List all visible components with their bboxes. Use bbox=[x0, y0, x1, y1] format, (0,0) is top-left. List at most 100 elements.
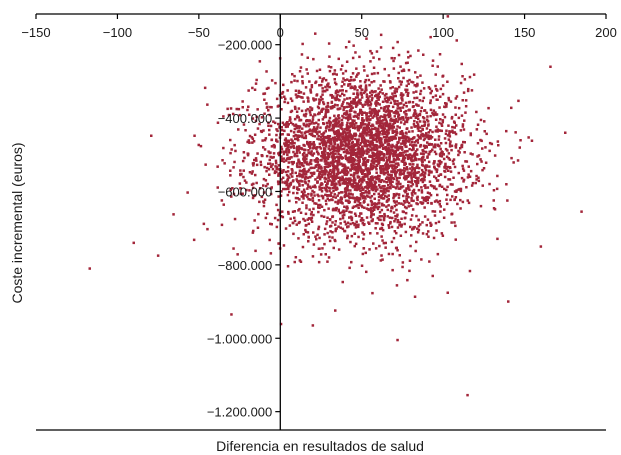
scatter-point bbox=[414, 176, 418, 179]
scatter-point bbox=[393, 136, 396, 139]
scatter-point bbox=[325, 159, 328, 163]
scatter-point bbox=[372, 157, 376, 160]
scatter-point bbox=[314, 235, 317, 238]
scatter-point bbox=[395, 246, 398, 250]
scatter-point bbox=[464, 99, 468, 102]
scatter-point bbox=[262, 184, 265, 187]
scatter-point bbox=[321, 90, 324, 93]
scatter-point bbox=[417, 49, 420, 52]
scatter-point bbox=[334, 117, 337, 120]
scatter-point bbox=[438, 199, 442, 203]
scatter-point bbox=[448, 158, 452, 161]
scatter-point bbox=[411, 144, 414, 147]
scatter-point bbox=[477, 154, 481, 157]
scatter-point bbox=[457, 106, 461, 110]
scatter-point bbox=[318, 173, 321, 176]
scatter-point bbox=[298, 151, 301, 154]
x-tick-label: −50 bbox=[188, 25, 210, 40]
scatter-point bbox=[345, 124, 349, 127]
scatter-point bbox=[341, 227, 345, 231]
scatter-point bbox=[426, 198, 429, 201]
scatter-point bbox=[375, 148, 378, 151]
scatter-point bbox=[305, 153, 308, 157]
scatter-point bbox=[367, 99, 370, 103]
scatter-point bbox=[364, 86, 368, 90]
scatter-point bbox=[453, 190, 457, 193]
scatter-point bbox=[363, 111, 366, 114]
scatter-point bbox=[280, 155, 283, 158]
scatter-point bbox=[420, 106, 423, 109]
scatter-point bbox=[298, 134, 302, 138]
scatter-point bbox=[327, 82, 330, 85]
scatter-point bbox=[309, 91, 313, 94]
scatter-point bbox=[332, 169, 335, 173]
scatter-point bbox=[463, 119, 466, 122]
scatter-point bbox=[439, 129, 442, 132]
scatter-point bbox=[285, 139, 288, 142]
scatter-point bbox=[381, 122, 384, 125]
scatter-point bbox=[372, 80, 376, 83]
scatter-point bbox=[248, 171, 252, 174]
scatter-point bbox=[410, 159, 414, 163]
scatter-point bbox=[454, 224, 457, 228]
scatter-point bbox=[389, 81, 392, 84]
scatter-point bbox=[434, 73, 437, 76]
scatter-point bbox=[361, 121, 365, 124]
scatter-point bbox=[321, 98, 324, 101]
scatter-point bbox=[476, 142, 480, 145]
scatter-point bbox=[296, 197, 300, 200]
scatter-point bbox=[386, 159, 389, 162]
scatter-point bbox=[328, 126, 331, 129]
scatter-point bbox=[263, 198, 267, 201]
scatter-point bbox=[305, 223, 308, 227]
scatter-point bbox=[412, 91, 415, 94]
scatter-point bbox=[401, 95, 404, 98]
scatter-point bbox=[407, 82, 410, 86]
scatter-point bbox=[295, 162, 299, 165]
scatter-point bbox=[421, 201, 425, 204]
scatter-point bbox=[306, 141, 309, 145]
scatter-point bbox=[405, 127, 408, 131]
scatter-point bbox=[378, 145, 381, 148]
scatter-point bbox=[395, 102, 399, 106]
scatter-point bbox=[416, 148, 419, 151]
scatter-point bbox=[336, 107, 339, 111]
y-axis-ticks: −200.000−400.000−600.000−800.000−1.000.0… bbox=[207, 38, 281, 420]
scatter-point bbox=[399, 121, 403, 124]
scatter-point bbox=[387, 183, 390, 187]
scatter-point bbox=[413, 141, 416, 144]
scatter-point bbox=[275, 167, 278, 171]
scatter-point bbox=[379, 165, 382, 168]
scatter-point bbox=[271, 156, 274, 159]
scatter-point bbox=[408, 153, 412, 156]
scatter-point bbox=[281, 176, 285, 179]
scatter-point bbox=[426, 201, 430, 205]
scatter-point bbox=[316, 137, 319, 141]
scatter-point bbox=[331, 106, 334, 110]
scatter-point bbox=[386, 170, 389, 174]
scatter-point bbox=[404, 216, 407, 220]
scatter-point bbox=[304, 175, 308, 179]
scatter-point bbox=[391, 143, 394, 147]
scatter-point bbox=[308, 132, 311, 136]
scatter-point bbox=[262, 177, 266, 181]
scatter-point bbox=[395, 203, 398, 207]
scatter-point bbox=[339, 126, 342, 129]
scatter-point bbox=[262, 146, 265, 149]
scatter-point bbox=[336, 165, 339, 168]
scatter-point bbox=[428, 192, 431, 195]
scatter-point bbox=[386, 186, 389, 190]
scatter-point bbox=[316, 180, 319, 183]
scatter-point bbox=[336, 194, 339, 197]
scatter-point bbox=[361, 154, 364, 157]
scatter-point bbox=[348, 160, 352, 164]
scatter-point bbox=[339, 156, 342, 159]
scatter-point bbox=[395, 208, 398, 212]
scatter-point bbox=[357, 203, 361, 207]
scatter-point bbox=[382, 127, 385, 131]
scatter-point bbox=[428, 260, 431, 263]
scatter-point bbox=[398, 102, 401, 105]
scatter-point bbox=[403, 143, 407, 146]
scatter-point bbox=[333, 173, 336, 176]
scatter-point bbox=[387, 98, 391, 101]
